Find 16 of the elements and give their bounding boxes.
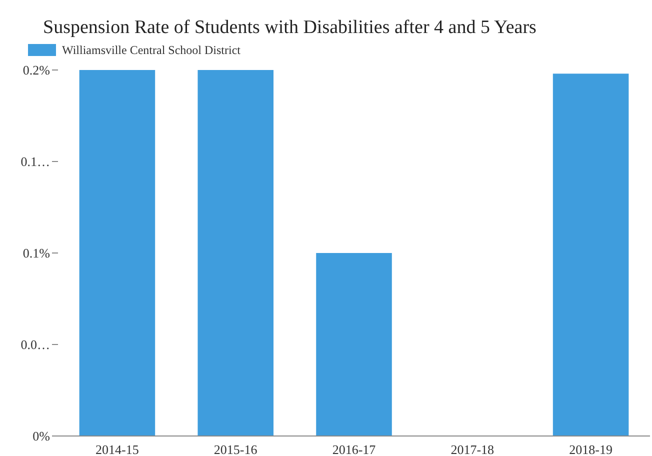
y-tick-label: 0.1… [20,154,50,170]
bar [198,70,274,436]
y-tick-label: 0.2% [22,62,50,78]
bar [79,70,156,436]
bar [316,253,392,436]
x-tick-label: 2015-16 [214,442,258,456]
y-tick-label: 0% [32,428,50,444]
y-tick-label: 0.1% [22,246,50,261]
bar [552,74,629,436]
y-tick-label: 0.0… [20,337,50,352]
x-tick-label: 2014-15 [96,442,139,456]
x-tick-label: 2016-17 [332,442,376,456]
x-tick-label: 2017-18 [450,442,494,456]
x-tick-label: 2018-19 [569,442,612,456]
legend-label: Williamsville Central School District [62,43,242,57]
chart-title: Suspension Rate of Students with Disabilities after 4 and 5 Years [43,17,536,38]
